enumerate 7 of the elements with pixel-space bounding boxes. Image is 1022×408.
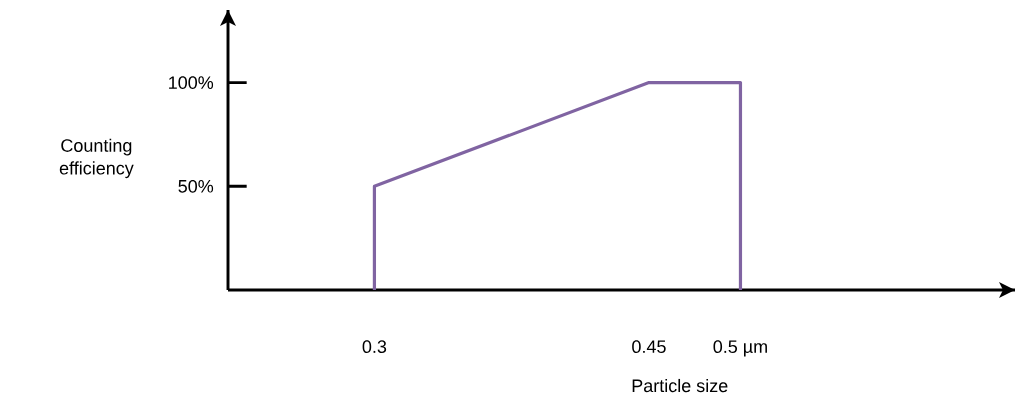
x-axis-title: Particle size [632, 378, 728, 393]
x-tick-label: 0.3 [362, 340, 387, 353]
y-axis-title: Counting efficiency [59, 138, 134, 179]
y-tick-label: 50% [178, 179, 214, 193]
x-tick-label: 0.45 [632, 340, 666, 353]
y-tick-label: 100% [169, 76, 214, 89]
x-tick-label: 0.5 µm [713, 340, 767, 357]
